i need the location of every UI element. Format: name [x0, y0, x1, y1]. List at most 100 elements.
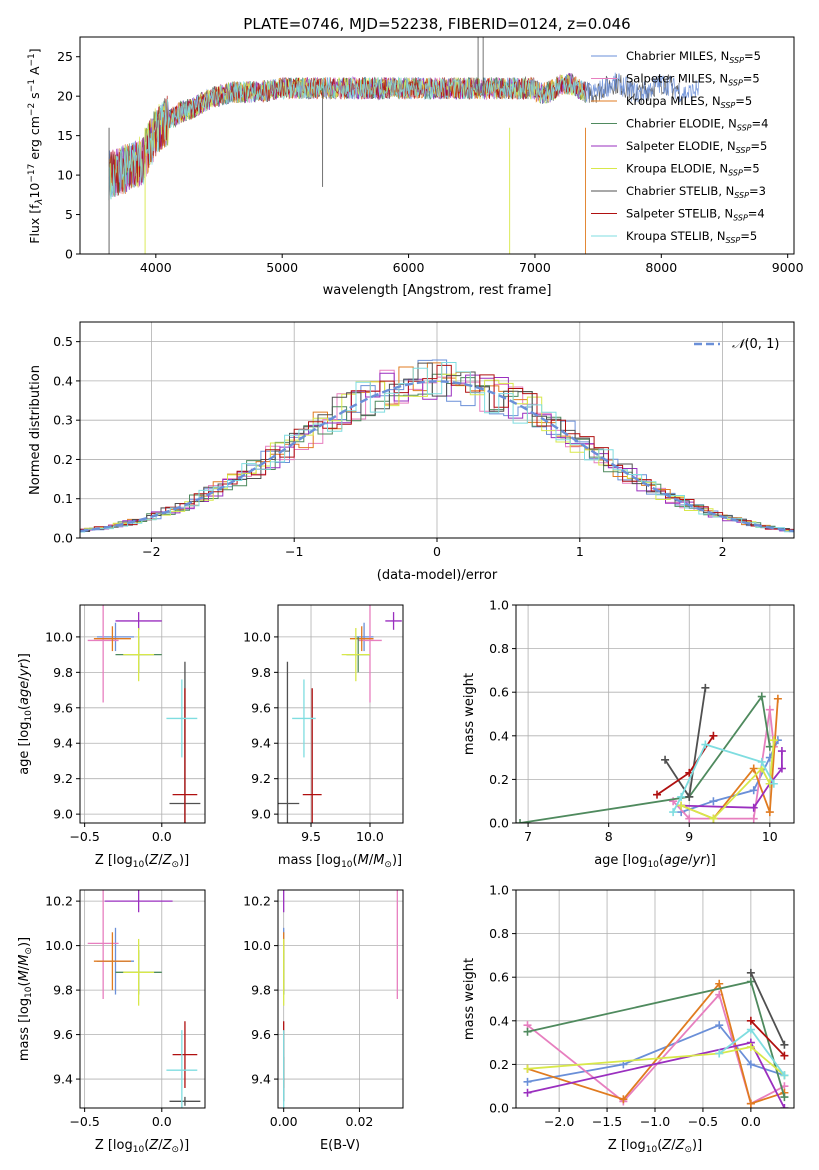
age-z-xlabel: Z [log10(Z/Z⊙)]: [95, 853, 189, 870]
y-tick-label: 9.6: [251, 700, 271, 715]
mass-weight-marker: [715, 1049, 724, 1058]
y-tick-label: 9.4: [251, 1072, 271, 1087]
legend-entry: Salpeter MILES, NSSP=5: [626, 72, 760, 88]
mw-age-xlabel: age [log10(age/yr)]: [594, 853, 716, 870]
normal-legend-label: 𝒩(0, 1): [732, 337, 779, 352]
legend-entry: Kroupa ELODIE, NSSP=5: [626, 162, 760, 178]
x-tick-label: 2: [719, 544, 727, 559]
mass-weight-marker: [780, 1093, 789, 1102]
mass-weight-marker: [709, 814, 718, 823]
x-tick-label: −1.0: [640, 1114, 670, 1129]
x-tick-label: −0.5: [69, 1114, 99, 1129]
mass-weight-line: [672, 709, 775, 820]
residual-ylabel: Normed distribution: [28, 365, 43, 495]
mass-weight-marker: [749, 803, 758, 812]
y-tick-label: 10.0: [243, 938, 271, 953]
y-tick-label: 9.4: [251, 736, 271, 751]
mass-weight-marker: [777, 747, 786, 756]
mass-weight-marker: [780, 1040, 789, 1049]
y-tick-label: 10: [57, 168, 73, 183]
legend-entry: Kroupa STELIB, NSSP=5: [626, 229, 757, 245]
x-tick-label: 9000: [772, 260, 804, 275]
mass-weight-marker: [523, 1064, 532, 1073]
legend-entry: Chabrier STELIB, NSSP=3: [626, 184, 766, 200]
mass-weight-marker: [701, 740, 710, 749]
y-tick-label: 0.6: [489, 685, 509, 700]
spectrum-line: [108, 75, 586, 200]
x-tick-label: 6000: [393, 260, 425, 275]
age-z-panel: −0.5 0.0 9.0 9.2 9.4 9.6 9.8 10.0 Z [log10(Z/Z⊙…: [17, 604, 206, 870]
y-tick-label: 9.8: [53, 983, 73, 998]
x-tick-label: 0.02: [346, 1114, 374, 1129]
y-tick-label: 9.6: [53, 1027, 73, 1042]
spectrum-frame: [79, 36, 795, 255]
mw-age-frame: [515, 604, 795, 824]
mass-weight-marker: [765, 808, 774, 817]
mass-weight-line: [750, 972, 786, 1046]
legend-entry: Kroupa MILES, NSSP=5: [626, 94, 752, 110]
mass-weight-marker: [765, 705, 774, 714]
spectrum-panel: PLATE=0746, MJD=52238, FIBERID=0124, z=0…: [27, 15, 804, 298]
mass-weight-marker: [746, 1025, 755, 1034]
y-tick-label: 0.2: [53, 452, 73, 467]
y-tick-label: 10.0: [45, 629, 73, 644]
mass-weight-marker: [773, 694, 782, 703]
y-tick-label: 10.0: [243, 629, 271, 644]
x-tick-label: 8: [605, 829, 613, 844]
y-tick-label: 10.2: [45, 894, 73, 909]
mass-weight-marker: [749, 764, 758, 773]
mass-ebv-frame: [277, 889, 404, 1109]
y-tick-label: 15: [57, 128, 73, 143]
residual-panel: −2 −1 0 1 2 0.0 0.1 0.2 0.3 0.4 0.5 (data-model)/e…: [28, 321, 795, 583]
y-tick-label: 0.4: [489, 728, 509, 743]
mass-weight-marker: [749, 814, 758, 823]
mass-weight-marker: [777, 764, 786, 773]
residual-histogram: [80, 373, 794, 532]
mass-weight-marker: [780, 1071, 789, 1080]
x-tick-label: −0.5: [69, 829, 99, 844]
spectrum-ylabel: Flux [fλ10−17 erg cm−2 s−1 A−1]: [27, 48, 45, 243]
mass-weight-line: [519, 694, 771, 823]
mass-weight-marker: [769, 779, 778, 788]
age-mass-panel: 9.5 10.0 9.0 9.2 9.4 9.6 9.8 10.0 mass [log10(M…: [243, 604, 404, 870]
mass-weight-line: [750, 1020, 786, 1057]
age-mass-xlabel: mass [log10(M/M⊙)]: [278, 853, 402, 870]
mass-weight-marker: [669, 808, 678, 817]
x-tick-label: −1.5: [592, 1114, 622, 1129]
x-tick-label: 8000: [645, 260, 677, 275]
age-z-ylabel: age [log10(age/yr)]: [17, 653, 34, 775]
x-tick-label: 0.0: [152, 1114, 172, 1129]
mass-weight-marker: [701, 683, 710, 692]
mass-weight-marker: [677, 801, 686, 810]
y-tick-label: 0.2: [489, 772, 509, 787]
y-tick-label: 0: [65, 247, 73, 262]
y-tick-label: 1.0: [489, 883, 509, 898]
mass-z-xlabel: Z [log10(Z/Z⊙)]: [95, 1138, 189, 1155]
y-tick-label: 9.8: [53, 665, 73, 680]
mass-weight-marker: [709, 731, 718, 740]
y-tick-label: 1.0: [489, 598, 509, 613]
x-tick-label: 5000: [266, 260, 298, 275]
x-tick-label: 7000: [519, 260, 551, 275]
mass-weight-marker: [653, 790, 662, 799]
y-tick-label: 10.0: [45, 938, 73, 953]
x-tick-label: 1: [576, 544, 584, 559]
mass-weight-marker: [746, 1060, 755, 1069]
mass-weight-marker: [516, 819, 525, 823]
age-z-frame: [79, 604, 206, 824]
y-tick-label: 20: [57, 89, 73, 104]
mw-age-panel: 7 8 9 10 0.0 0.2 0.4 0.6 0.8 1.0 age [log10(age/y…: [462, 598, 795, 870]
mass-weight-line: [527, 1046, 785, 1076]
y-tick-label: 9.0: [53, 807, 73, 822]
residual-histogram: [80, 373, 794, 532]
y-tick-label: 0.8: [489, 926, 509, 941]
mass-weight-marker: [715, 979, 724, 988]
legend-entry: Chabrier MILES, NSSP=5: [626, 49, 761, 65]
y-tick-label: 0.6: [489, 970, 509, 985]
mass-weight-marker: [769, 736, 778, 745]
y-tick-label: 0.0: [489, 816, 509, 831]
y-tick-label: 0.4: [53, 373, 73, 388]
y-tick-label: 0.5: [53, 334, 73, 349]
mass-weight-marker: [523, 1027, 532, 1036]
x-tick-label: 10: [762, 829, 778, 844]
